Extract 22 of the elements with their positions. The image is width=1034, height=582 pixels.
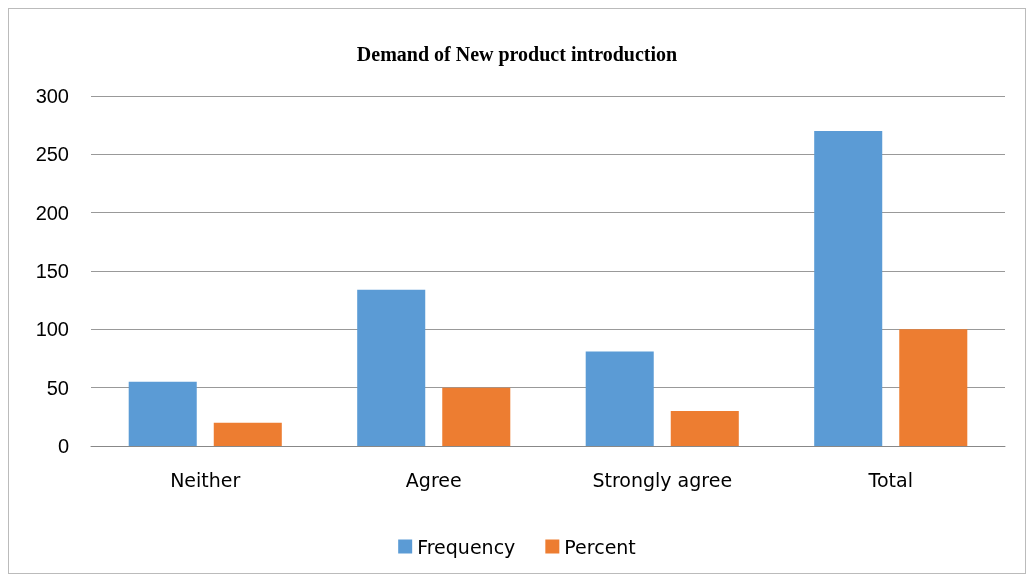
x-tick-label: Total <box>867 468 913 491</box>
bar <box>442 387 511 446</box>
y-tick-label: 250 <box>35 143 69 166</box>
y-tick-label: 100 <box>35 318 69 341</box>
bar <box>357 289 426 446</box>
bar <box>670 411 739 446</box>
y-tick-label: 50 <box>46 376 69 399</box>
x-tick-label: Neither <box>170 468 241 491</box>
x-tick-label: Agree <box>405 468 462 491</box>
x-tick-label: Strongly agree <box>592 468 733 491</box>
bar <box>585 351 654 446</box>
bar <box>899 329 968 446</box>
y-tick-label: 150 <box>35 260 69 282</box>
legend-label: Frequency <box>417 535 516 558</box>
bar <box>128 381 197 446</box>
legend-label: Percent <box>564 535 636 558</box>
y-tick-label: 200 <box>35 201 69 224</box>
bar <box>213 422 282 446</box>
bar <box>814 131 883 446</box>
y-tick-label: 0 <box>57 435 69 457</box>
y-tick-label: 300 <box>35 85 69 107</box>
chart-title: Demand of New product introduction <box>356 43 678 66</box>
